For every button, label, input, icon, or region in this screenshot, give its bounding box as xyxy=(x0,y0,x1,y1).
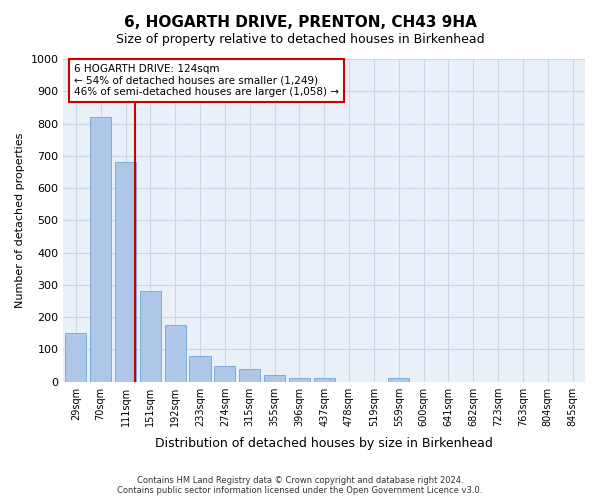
Bar xyxy=(214,366,235,382)
Y-axis label: Number of detached properties: Number of detached properties xyxy=(15,132,25,308)
Text: Contains HM Land Registry data © Crown copyright and database right 2024.
Contai: Contains HM Land Registry data © Crown c… xyxy=(118,476,482,495)
Bar xyxy=(239,368,260,382)
Text: Size of property relative to detached houses in Birkenhead: Size of property relative to detached ho… xyxy=(116,32,484,46)
Bar xyxy=(289,378,310,382)
Text: 6, HOGARTH DRIVE, PRENTON, CH43 9HA: 6, HOGARTH DRIVE, PRENTON, CH43 9HA xyxy=(124,15,476,30)
Bar xyxy=(190,356,211,382)
Bar xyxy=(115,162,136,382)
Bar xyxy=(314,378,335,382)
Bar xyxy=(140,292,161,382)
Bar xyxy=(90,117,111,382)
Text: 6 HOGARTH DRIVE: 124sqm
← 54% of detached houses are smaller (1,249)
46% of semi: 6 HOGARTH DRIVE: 124sqm ← 54% of detache… xyxy=(74,64,339,97)
X-axis label: Distribution of detached houses by size in Birkenhead: Distribution of detached houses by size … xyxy=(155,437,493,450)
Bar xyxy=(164,325,186,382)
Bar xyxy=(65,334,86,382)
Bar xyxy=(264,375,285,382)
Bar xyxy=(388,378,409,382)
